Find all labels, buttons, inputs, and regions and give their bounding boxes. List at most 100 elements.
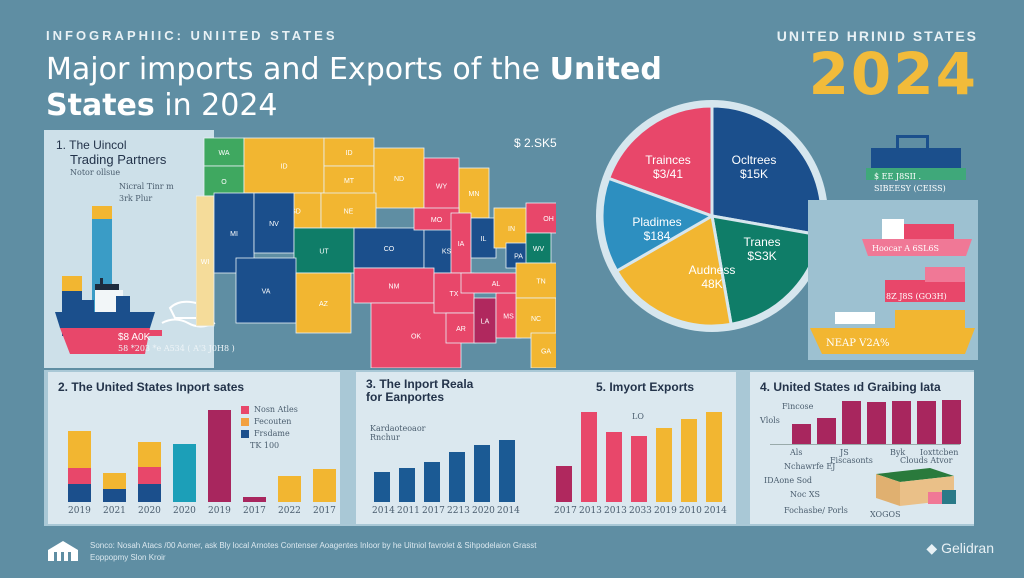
card3-note: Kardaoteoaor Rnchur [370,424,426,442]
tick-label: JS [840,448,849,457]
bar [892,401,911,444]
map-state-label: WA [218,150,229,157]
map-state [293,227,355,274]
tick-label: 2020 [472,506,495,516]
map-state [323,165,375,195]
tick-label: 2213 [447,506,470,516]
map-state-label: IL [481,236,487,243]
map-state [515,297,556,339]
pink-ship [862,219,972,256]
bar [243,497,266,502]
bar [399,468,415,502]
trading-data-card: 4. United States ıd Graibing Iata Fincos… [750,372,974,524]
map-state-label: ID [346,150,353,157]
card4-ylabel-top: Fincose [782,402,814,411]
northeast-value: $ 2.SK5 [514,136,557,150]
tick-label: 2013 [579,506,602,516]
source-footnote: Sonco: Nosah Atacs /00 Aomer, ask Bly lo… [90,540,690,564]
cargo-box-icon [876,468,956,506]
tick-label: 2019 [68,506,91,516]
port-line2: SIBEESY (CEISS) [874,184,946,193]
pie-label: Ocltrees [732,153,777,167]
tick-label: 2017 [554,506,577,516]
map-state-label: ND [394,176,404,183]
card4-row2: IDAone Sod [764,476,813,485]
pie-slice [614,213,733,328]
legend-swatch-3 [241,430,249,438]
axis-line [770,444,960,445]
bar [706,412,722,502]
tick-label: Byk [890,448,906,457]
map-state-label: UT [319,249,329,256]
tick-label: 2020 [138,506,161,516]
map-state-label: WY [436,184,448,191]
map-state-label: WI [201,259,210,266]
bar [68,468,91,484]
tick-label: 2013 [604,506,627,516]
tick-label: 2020 [173,506,196,516]
pie-value: 48K [701,277,722,291]
map-state-label: MN [469,191,480,198]
map-state-label: IN [508,226,515,233]
map-state-label: AL [492,281,501,288]
bar [917,401,936,444]
map-state [373,147,425,209]
bar [942,399,961,444]
legend-swatch-2 [241,418,249,426]
panel1-title-line2: Trading Partners [70,152,167,167]
map-state [203,137,245,167]
tick-label: 2014 [497,506,520,516]
bar [103,489,126,502]
import-states-card: 2. The United States Inport sates Nosn A… [48,372,340,524]
pie-value: $15K [740,167,768,181]
tick-label: 2010 [679,506,702,516]
bar [62,276,82,292]
map-state-label: O [221,179,227,186]
map-state [295,272,352,334]
map-state [530,332,556,368]
card4-cases: Clouds Atvor [900,456,953,465]
bar [173,444,196,502]
tick-label: Als [790,448,803,457]
title-bold: United [549,52,662,87]
bar [68,431,91,468]
card4-title: 4. United States ıd Graibing Iata [760,380,941,394]
source-line1: Sonco: Nosah Atacs /00 Aomer, ask Bly lo… [90,541,537,550]
card4-row3: Noc XS [790,490,821,499]
panel1-subtitle: Notor ollsue [70,168,121,177]
map-state-label: LA [481,319,490,326]
header-kicker: INFOGRAPHIIC: UNIITED STATES [46,28,338,43]
bar [606,431,622,502]
map-state-label: NC [531,316,541,323]
pie-slice [600,176,716,274]
map-state [253,192,295,254]
map-state [320,192,377,229]
map-state-label: NV [269,221,279,228]
bar [424,462,440,502]
map-state-label: ID [281,164,288,171]
ship1-label: Hoocar A 6SL6S [872,244,939,253]
containers-label: 8Z J8S (GO3H) [886,292,947,301]
tick-label: 2011 [397,506,420,516]
cargo-ship-illustration: $8 A0K [55,278,216,354]
legend-4: TK 100 [250,441,280,450]
tick-label: 2017 [313,506,336,516]
title-text: Major imports and Exports of the [46,52,550,87]
house-logo-icon [48,541,78,561]
page-title-line2: States in 2024 [46,88,278,123]
tick-label: 2022 [278,506,301,516]
card4-sub: Fiscasonts [830,456,873,465]
map-state-label: IA [458,241,465,248]
brand-name: Gelidran [941,540,994,556]
bar [208,410,231,502]
map-state-label: SD [291,209,301,216]
map-state-label: GA [541,349,551,356]
bar [374,472,390,502]
map-state-label: NE [344,209,354,216]
port-skyline [866,135,966,180]
map-state-label: TN [536,279,545,286]
bar [474,445,490,502]
tick-label: 2033 [629,506,652,516]
map-state-label: AR [456,326,466,333]
card3-title: 3. The Inport Reala for Eanportes [366,377,474,404]
